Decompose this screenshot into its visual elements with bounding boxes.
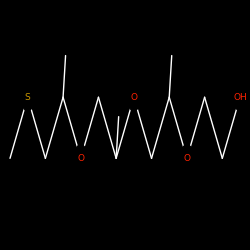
Circle shape [22, 83, 34, 111]
Text: O: O [184, 154, 190, 163]
Circle shape [128, 83, 140, 111]
Circle shape [74, 144, 87, 172]
Text: O: O [77, 154, 84, 163]
Text: OH: OH [233, 93, 247, 102]
Circle shape [234, 83, 246, 111]
Circle shape [181, 144, 193, 172]
Text: S: S [25, 93, 30, 102]
Text: O: O [130, 93, 137, 102]
